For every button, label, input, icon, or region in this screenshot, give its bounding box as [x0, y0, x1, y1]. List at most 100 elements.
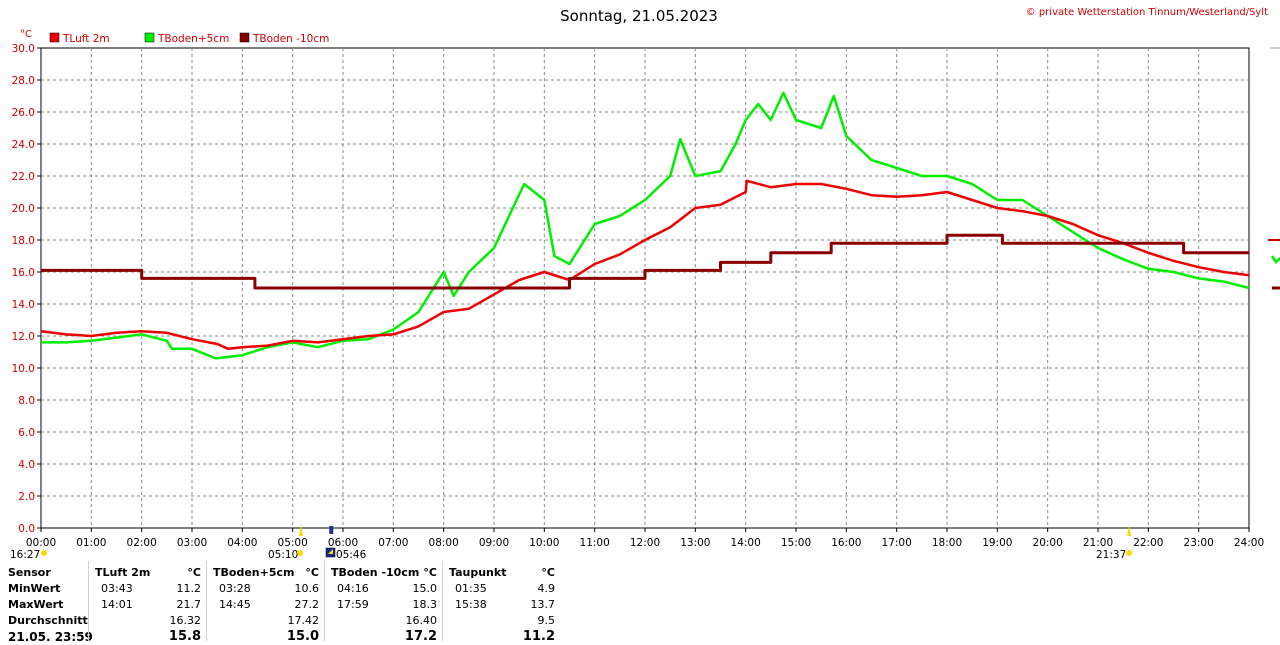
x-tick-label: 18:00 [932, 537, 962, 549]
x-tick-label: 03:00 [177, 537, 207, 549]
x-tick-label: 02:00 [127, 537, 157, 549]
legend-swatch [239, 32, 250, 43]
stats-max-value: 27.2 [294, 598, 320, 611]
preview-green-line [1270, 255, 1280, 264]
y-tick-label: 28.0 [12, 75, 35, 87]
x-tick-label: 10:00 [529, 537, 559, 549]
y-tick-label: 24.0 [12, 139, 35, 151]
stats-sensor-name: Taupunkt [449, 566, 507, 579]
x-tick-label: 24:00 [1234, 537, 1264, 549]
y-axis-unit: °C [20, 29, 32, 40]
stats-current-value: 15.8 [168, 629, 201, 644]
x-tick-label: 12:00 [630, 537, 660, 549]
y-tick-label: 16.0 [12, 267, 35, 279]
stats-sensor-unit: °C [187, 566, 201, 579]
x-tick-label: 04:00 [227, 537, 257, 549]
stats-max-time: 17:59 [337, 598, 369, 611]
stats-column: TBoden -10cm °C 04:16 15.0 17:59 18.3 16.40 17.… [324, 561, 443, 644]
moon-marker [329, 526, 334, 534]
stats-label-sensor: Sensor [8, 566, 51, 579]
sun-left-time: 16:27 [10, 549, 40, 561]
stats-sensor-unit: °C [305, 566, 319, 579]
stats-sensor-unit: °C [541, 566, 555, 579]
stats-min-value: 15.0 [412, 582, 438, 595]
stats-max-time: 14:01 [101, 598, 133, 611]
stats-sensor-name: TBoden+5cm [213, 566, 295, 579]
stats-avg-value: 16.32 [169, 614, 202, 627]
y-tick-label: 10.0 [12, 363, 35, 375]
stats-min-value: 11.2 [176, 582, 202, 595]
stats-max-time: 15:38 [455, 598, 487, 611]
next-day-preview [1268, 47, 1280, 290]
chart-title: Sonntag, 21.05.2023 [560, 7, 718, 25]
series-line-0 [40, 179, 1250, 351]
x-axis: 00:00 01:00 02:00 03:00 04:00 05:00 06:00 07:00… [26, 528, 1264, 549]
x-tick-label: 06:00 [328, 537, 358, 549]
x-tick-label: 17:00 [882, 537, 912, 549]
sun-icon [41, 550, 47, 556]
legend-label: TBoden -10cm [252, 33, 329, 45]
sunset-time: 21:37 [1096, 549, 1126, 561]
temperature-chart: Sonntag, 21.05.2023 © private Wetterstat… [10, 7, 1280, 561]
stats-table: Sensor MinWert MaxWert Durchschnitt 21.0… [0, 561, 561, 644]
x-tick-label: 09:00 [479, 537, 509, 549]
stats-min-value: 4.9 [537, 582, 556, 595]
moon-time: 05:46 [336, 549, 367, 561]
x-tick-label: 14:00 [731, 537, 761, 549]
y-tick-label: 12.0 [12, 331, 35, 343]
x-tick-label: 21:00 [1083, 537, 1113, 549]
legend-swatch [144, 32, 155, 43]
x-tick-label: 11:00 [580, 537, 610, 549]
x-tick-label: 19:00 [982, 537, 1012, 549]
y-tick-label: 6.0 [18, 427, 35, 439]
sunset-icon [1126, 550, 1132, 556]
stats-current-value: 11.2 [522, 629, 555, 644]
stats-current-value: 17.2 [404, 629, 437, 644]
sunset-marker [1127, 525, 1132, 536]
x-tick-label: 20:00 [1033, 537, 1063, 549]
x-tick-label: 16:00 [831, 537, 861, 549]
x-tick-label: 13:00 [680, 537, 710, 549]
legend-label: TBoden+5cm [157, 33, 229, 45]
stats-current-value: 15.0 [286, 629, 319, 644]
legend: TLuft 2m TBoden+5cm TBoden -10cm [49, 32, 329, 45]
x-tick-label: 08:00 [429, 537, 459, 549]
stats-max-value: 18.3 [412, 598, 438, 611]
y-axis: 0.0 2.0 4.0 6.0 8.0 10.0 12.0 14.0 16.0 18.0 20.0 2… [12, 43, 41, 535]
stats-label-max: MaxWert [8, 598, 64, 611]
x-tick-label: 00:00 [26, 537, 56, 549]
stats-column: TLuft 2m °C 03:43 11.2 14:01 21.7 16.32 15.8 [88, 561, 207, 644]
x-tick-label: 22:00 [1133, 537, 1163, 549]
y-tick-label: 0.0 [18, 523, 35, 535]
sunrise-marker [299, 525, 304, 536]
y-tick-label: 18.0 [12, 235, 35, 247]
y-tick-label: 30.0 [12, 43, 35, 55]
y-tick-label: 2.0 [18, 491, 35, 503]
plot-area [40, 91, 1250, 360]
copyright-text: © private Wetterstation Tinnum/Westerlan… [1026, 7, 1268, 18]
stats-max-time: 14:45 [219, 598, 251, 611]
stats-min-time: 04:16 [337, 582, 369, 595]
stats-sensor-unit: °C [423, 566, 437, 579]
stats-sensor-name: TBoden -10cm [331, 566, 420, 579]
stats-label-avg: Durchschnitt [8, 614, 88, 627]
sunrise-time: 05:10 [268, 549, 298, 561]
y-tick-label: 22.0 [12, 171, 35, 183]
y-tick-label: 4.0 [18, 459, 35, 471]
stats-avg-value: 16.40 [405, 614, 438, 627]
stats-min-value: 10.6 [294, 582, 320, 595]
stats-column: Taupunkt °C 01:35 4.9 15:38 13.7 9.5 11.2 [442, 561, 561, 644]
stats-column: TBoden+5cm °C 03:28 10.6 14:45 27.2 17.42 15.0 [206, 561, 325, 644]
stats-min-time: 01:35 [455, 582, 487, 595]
stats-min-time: 03:43 [101, 582, 133, 595]
stats-max-value: 13.7 [530, 598, 556, 611]
series-line-1 [41, 91, 1250, 360]
legend-swatch [49, 32, 60, 43]
series-line-2 [41, 233, 1249, 290]
sunrise-icon [297, 550, 303, 556]
moon-icon-fill [328, 549, 333, 554]
x-tick-label: 15:00 [781, 537, 811, 549]
y-tick-label: 14.0 [12, 299, 35, 311]
x-tick-label: 05:00 [278, 537, 308, 549]
stats-sensor-name: TLuft 2m [95, 566, 151, 579]
